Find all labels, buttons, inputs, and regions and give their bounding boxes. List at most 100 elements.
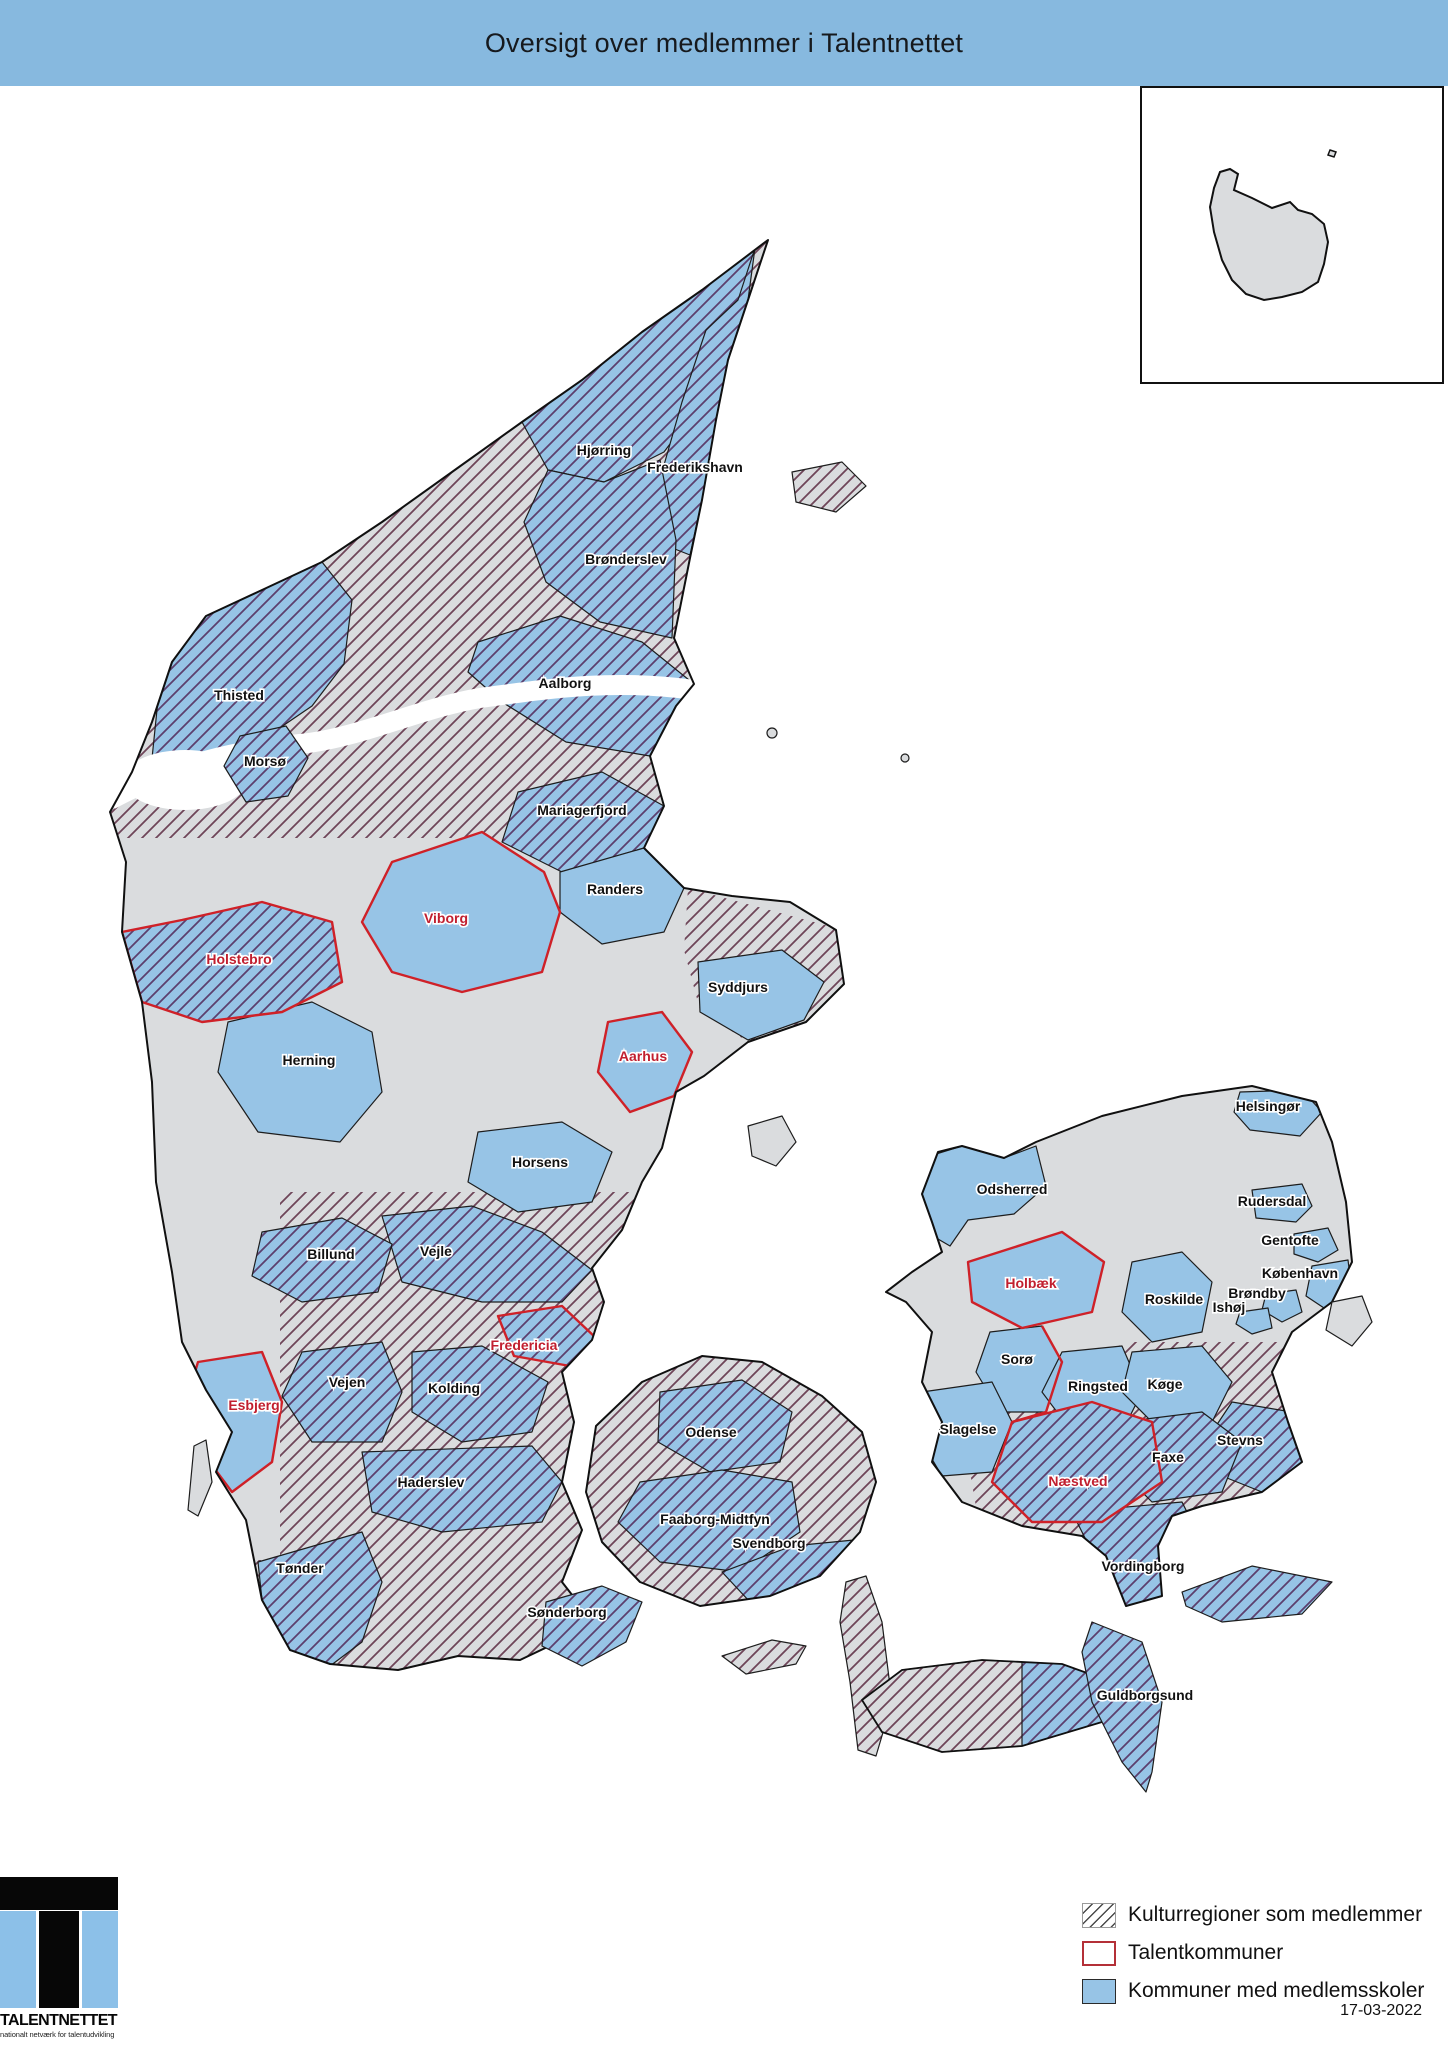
island-small: [766, 727, 778, 739]
municipality-broendby: [1261, 1289, 1303, 1323]
map-label-rudersdal: Rudersdal: [1238, 1193, 1306, 1209]
map-label-herning: Herning: [283, 1052, 336, 1068]
map-label-stevns: Stevns: [1217, 1432, 1263, 1448]
map-label-aalborg: Aalborg: [539, 675, 592, 691]
municipality-billund: [251, 1217, 393, 1303]
map-label-fredericia: Fredericia: [491, 1337, 558, 1353]
map-label-aarhus: Aarhus: [619, 1048, 667, 1064]
logo-tagline: nationalt netværk for talentudvikling: [0, 2030, 115, 2039]
map-label-hj-rring: Hjørring: [577, 442, 631, 458]
legend-item-kulturregioner: Kulturregioner som medlemmer: [1082, 1896, 1424, 1934]
municipality-odense: [657, 1379, 793, 1473]
talent-border-viborg: [360, 830, 562, 994]
map-label-kolding: Kolding: [428, 1380, 480, 1396]
map-label-k-ge: Køge: [1148, 1376, 1183, 1392]
map-label-k-benhavn: København: [1262, 1265, 1338, 1281]
blue-swatch-icon: [1082, 1978, 1116, 2004]
map-label-svendborg: Svendborg: [732, 1535, 805, 1551]
red-outline-swatch-icon: [1082, 1940, 1116, 1966]
map-label-roskilde: Roskilde: [1145, 1291, 1204, 1307]
map-label-s-nderborg: Sønderborg: [527, 1604, 606, 1620]
map-label-horsens: Horsens: [512, 1154, 568, 1170]
logo-t-stem: [39, 1911, 79, 2008]
map-label-br-ndby: Brøndby: [1228, 1285, 1286, 1301]
islands: [187, 461, 1373, 1793]
map-label-syddjurs: Syddjurs: [708, 979, 768, 995]
region-zealand: [885, 1085, 1353, 1607]
island-amager: [1325, 1295, 1373, 1347]
talent-border-holbaek: [966, 1230, 1106, 1330]
municipality-faaborg-midtfyn: [617, 1469, 801, 1573]
map-label-helsing-r: Helsingør: [1236, 1098, 1301, 1114]
map-label-ish-j: Ishøj: [1213, 1299, 1246, 1315]
map-label-viborg: Viborg: [424, 910, 468, 926]
municipality-horsens: [467, 1121, 613, 1213]
municipality-guldborgsund-falster: [1081, 1621, 1163, 1793]
municipality-vordingborg-moen: [1181, 1565, 1333, 1623]
map-label-odsherred: Odsherred: [977, 1181, 1048, 1197]
island-aeroe: [721, 1639, 807, 1675]
legend: Kulturregioner som medlemmer Talentkommu…: [1082, 1896, 1424, 2010]
title-bar: Oversigt over medlemmer i Talentnettet: [0, 0, 1448, 86]
municipality-morsoe: [223, 725, 309, 803]
map-label-guldborgsund: Guldborgsund: [1097, 1687, 1193, 1703]
municipality-kolding: [411, 1345, 549, 1443]
map-label-frederikshavn: Frederikshavn: [647, 459, 743, 475]
map-label-sor-: Sorø: [1001, 1351, 1033, 1367]
map-label-gentofte: Gentofte: [1261, 1232, 1319, 1248]
legend-label: Kulturregioner som medlemmer: [1128, 1903, 1423, 1926]
culture-region-southwest-hatch: [110, 1560, 280, 1670]
talentnettet-logo: TALENTNETTET nationalt netværk for talen…: [0, 1877, 130, 2039]
municipality-vejle: [381, 1205, 593, 1303]
logo-blue-block: [0, 1911, 36, 2008]
map-label-mors-: Morsø: [244, 753, 286, 769]
map-label-ringsted: Ringsted: [1068, 1378, 1128, 1394]
island-ertholmene: [1327, 149, 1337, 158]
hatched-swatch-icon: [1082, 1902, 1116, 1928]
bornholm-map: [1208, 149, 1337, 302]
municipality-soenderborg-als: [541, 1585, 643, 1667]
map-label-br-nderslev: Brønderslev: [585, 551, 667, 567]
logo-t-columns: [0, 1911, 118, 2008]
bornholm-inset: [1140, 86, 1444, 384]
municipality-ishoej: [1235, 1307, 1273, 1335]
map-label-vejle: Vejle: [420, 1243, 452, 1259]
limfjord: [110, 674, 696, 809]
logo-blue-block: [82, 1911, 118, 2008]
map-label-faxe: Faxe: [1152, 1449, 1184, 1465]
map-label-t-nder: Tønder: [276, 1560, 324, 1576]
map-label-mariagerfjord: Mariagerfjord: [537, 802, 626, 818]
map-label-faaborg-midtfyn: Faaborg-Midtfyn: [660, 1511, 770, 1527]
legend-item-medlemsskoler: Kommuner med medlemsskoler: [1082, 1972, 1424, 2010]
map-label-haderslev: Haderslev: [398, 1474, 465, 1490]
map-label-billund: Billund: [307, 1246, 354, 1262]
talent-border-naestved: [990, 1400, 1164, 1524]
island-laesoe: [791, 461, 867, 513]
municipality-rudersdal: [1251, 1183, 1313, 1223]
municipality-vejen: [281, 1341, 403, 1443]
map-label-thisted: Thisted: [214, 687, 264, 703]
map-label-holstebro: Holstebro: [206, 951, 271, 967]
map-label-vejen: Vejen: [329, 1374, 366, 1390]
map-label-holb-k: Holbæk: [1005, 1275, 1057, 1291]
island-lolland: [861, 1659, 1113, 1753]
island-samsoe: [747, 1115, 797, 1167]
map-label-vordingborg: Vordingborg: [1102, 1558, 1185, 1574]
legend-label: Kommuner med medlemsskoler: [1128, 1979, 1425, 2002]
page-title: Oversigt over medlemmer i Talentnettet: [484, 27, 964, 58]
map-label-randers: Randers: [587, 881, 643, 897]
map-label-esbjerg: Esbjerg: [228, 1397, 279, 1413]
date-stamp: 17-03-2022: [1340, 2002, 1422, 2019]
municipality-syddjurs: [697, 949, 825, 1041]
municipality-gentofte: [1293, 1227, 1339, 1263]
logo-name: TALENTNETTET: [0, 2012, 118, 2029]
legend-item-talentkommuner: Talentkommuner: [1082, 1934, 1424, 1972]
map-label-n-stved: Næstved: [1048, 1473, 1107, 1489]
island-small: [900, 753, 910, 763]
island-bornholm: [1208, 167, 1330, 302]
legend-label: Talentkommuner: [1128, 1941, 1284, 1964]
map-labels: Hjørring Frederikshavn Brønderslev Aalborg T…: [205, 440, 1340, 1704]
map-label-odense: Odense: [685, 1424, 737, 1440]
